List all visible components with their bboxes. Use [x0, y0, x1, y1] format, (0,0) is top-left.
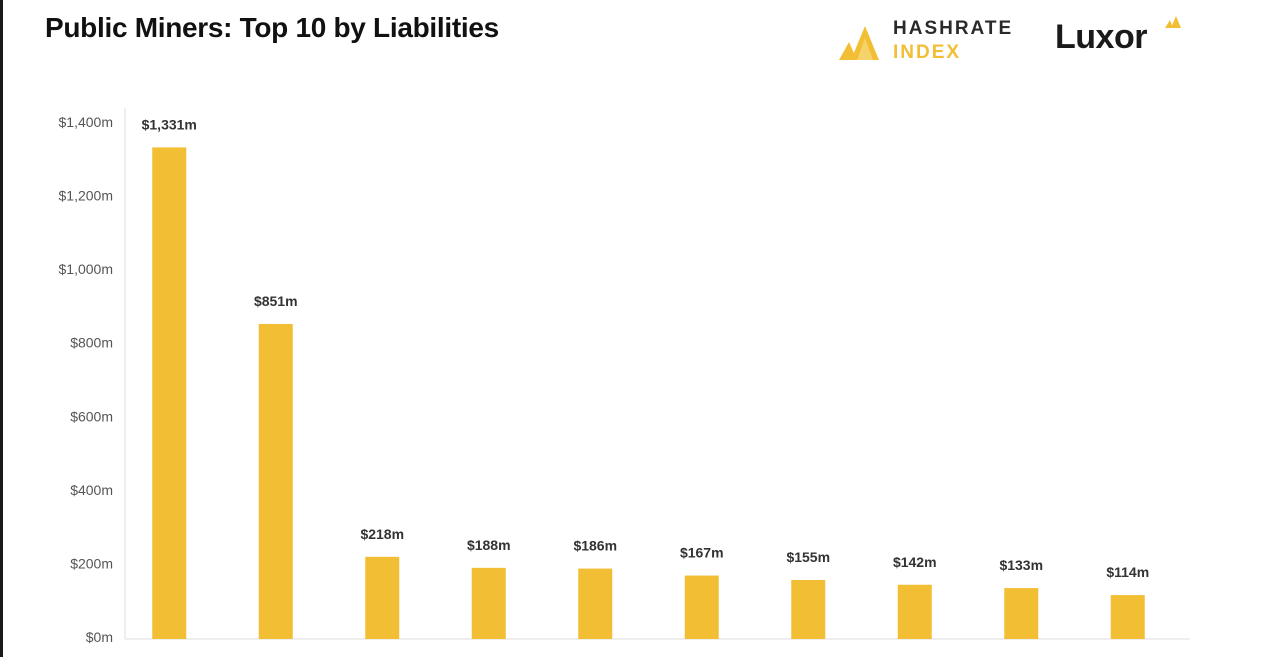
bar-value-label: $133m — [999, 557, 1043, 573]
bar-value-label: $1,331m — [142, 116, 197, 132]
bar-value-label: $186m — [573, 538, 617, 554]
y-tick-label: $1,400m — [59, 114, 113, 130]
bar-value-label: $218m — [360, 526, 404, 542]
bar — [258, 323, 293, 639]
bar — [365, 556, 400, 639]
y-tick-label: $200m — [70, 555, 113, 571]
bar — [471, 567, 506, 639]
luxor-logo-icon — [1165, 16, 1181, 28]
y-tick-label: $800m — [70, 335, 113, 351]
luxor-logo: Luxor — [1055, 14, 1195, 64]
bar — [1004, 588, 1039, 639]
y-tick-label: $1,000m — [59, 261, 113, 277]
frame-border — [0, 0, 3, 657]
chart-title: Public Miners: Top 10 by Liabilities — [45, 12, 499, 43]
y-tick-label: $0m — [86, 629, 113, 645]
y-tick-label: $600m — [70, 408, 113, 424]
bar-value-label: $142m — [893, 554, 937, 570]
hashrate-index-logo: HASHRATE INDEX — [835, 18, 1025, 66]
bar-value-label: $155m — [786, 549, 830, 565]
bar-value-label: $114m — [1106, 564, 1149, 580]
bar — [791, 579, 826, 639]
bar-value-label: $167m — [680, 545, 724, 561]
y-tick-label: $1,200m — [59, 188, 113, 204]
bar — [152, 147, 187, 639]
bar — [578, 568, 613, 639]
bar — [1110, 595, 1145, 639]
bar — [897, 584, 932, 639]
hashrate-logo-text: HASHRATE — [893, 18, 1014, 39]
hashrate-logo-icon — [839, 26, 879, 60]
bar-value-label: $188m — [467, 537, 511, 553]
y-tick-label: $400m — [70, 482, 113, 498]
bar-value-label: $851m — [254, 293, 298, 309]
index-logo-text: INDEX — [893, 42, 962, 63]
bar — [684, 575, 719, 639]
luxor-logo-text: Luxor — [1055, 18, 1147, 56]
